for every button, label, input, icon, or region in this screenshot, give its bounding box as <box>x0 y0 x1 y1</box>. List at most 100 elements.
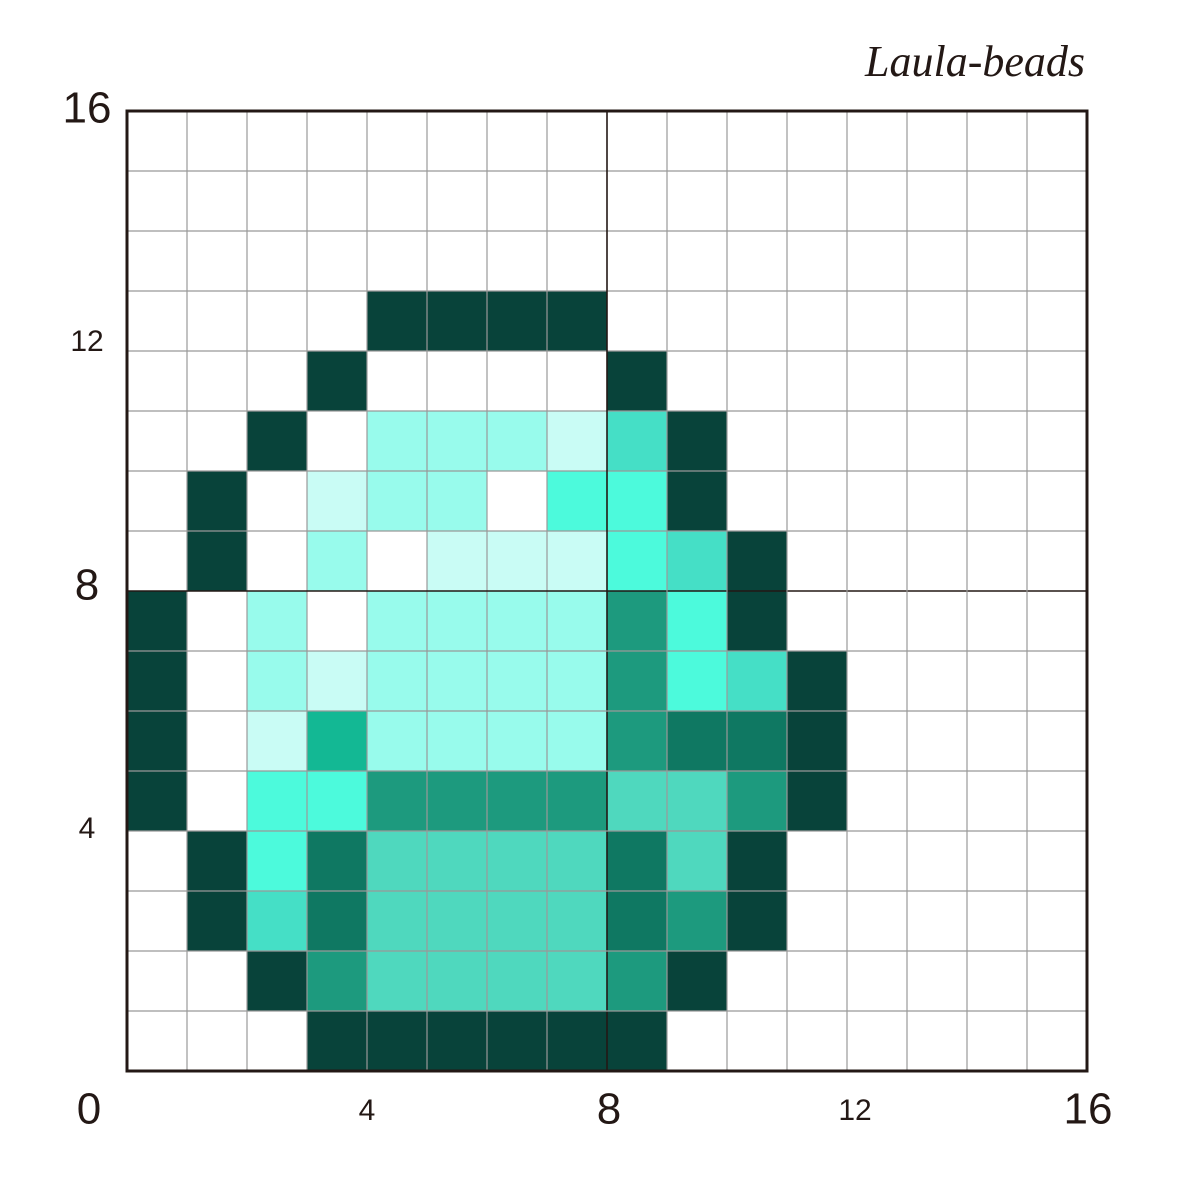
bead-cell <box>787 591 847 651</box>
bead-cell <box>607 831 667 891</box>
bead-cell <box>187 711 247 771</box>
bead-cell <box>967 831 1027 891</box>
bead-cell <box>307 711 367 771</box>
bead-cell <box>187 171 247 231</box>
bead-cell <box>727 111 787 171</box>
bead-cell <box>547 351 607 411</box>
bead-cell <box>127 771 187 831</box>
bead-cell <box>727 471 787 531</box>
bead-cell <box>967 591 1027 651</box>
bead-cell <box>307 111 367 171</box>
bead-cell <box>427 471 487 531</box>
bead-cell <box>427 711 487 771</box>
bead-cell <box>487 891 547 951</box>
bead-cell <box>247 291 307 351</box>
bead-cell <box>367 351 427 411</box>
bead-cell <box>667 231 727 291</box>
x-axis-label: 4 <box>359 1094 376 1127</box>
bead-cell <box>547 411 607 471</box>
bead-cell <box>427 771 487 831</box>
bead-cell <box>487 711 547 771</box>
bead-cell <box>667 711 727 771</box>
bead-cell <box>847 651 907 711</box>
bead-cell <box>907 291 967 351</box>
bead-cell <box>547 111 607 171</box>
bead-cell <box>127 711 187 771</box>
bead-cell <box>787 411 847 471</box>
bead-cell <box>787 111 847 171</box>
bead-cell <box>307 771 367 831</box>
bead-cell <box>1027 471 1087 531</box>
brand: Laula-beads <box>864 37 1085 86</box>
bead-cell <box>127 651 187 711</box>
bead-cell <box>787 651 847 711</box>
bead-cell <box>307 831 367 891</box>
bead-cell <box>967 231 1027 291</box>
bead-cell <box>487 351 547 411</box>
y-axis-label: 12 <box>70 325 103 358</box>
bead-cell <box>967 471 1027 531</box>
bead-cell <box>727 951 787 1011</box>
bead-cell <box>607 951 667 1011</box>
bead-cell <box>307 591 367 651</box>
bead-cell <box>427 231 487 291</box>
bead-cell <box>727 771 787 831</box>
bead-cell <box>367 651 427 711</box>
bead-cell <box>967 171 1027 231</box>
bead-cell <box>127 471 187 531</box>
bead-cell <box>247 351 307 411</box>
bead-cell <box>607 351 667 411</box>
x-axis-label: 12 <box>838 1094 871 1127</box>
bead-cell <box>427 411 487 471</box>
bead-cell <box>307 231 367 291</box>
bead-cell <box>667 531 727 591</box>
bead-cell <box>967 951 1027 1011</box>
bead-cell <box>847 291 907 351</box>
bead-cell <box>1027 711 1087 771</box>
bead-cell <box>427 171 487 231</box>
bead-cell <box>787 1011 847 1071</box>
bead-cell <box>907 411 967 471</box>
bead-cell <box>187 951 247 1011</box>
bead-cell <box>547 531 607 591</box>
bead-cell <box>547 591 607 651</box>
bead-cell <box>667 951 727 1011</box>
bead-cell <box>787 531 847 591</box>
bead-cell <box>427 1011 487 1071</box>
bead-cell <box>487 1011 547 1071</box>
bead-cell <box>1027 411 1087 471</box>
bead-cell <box>307 411 367 471</box>
x-axis-label: 16 <box>1064 1085 1113 1134</box>
bead-cell <box>547 291 607 351</box>
bead-cell <box>307 171 367 231</box>
bead-cell <box>847 471 907 531</box>
bead-cell <box>487 291 547 351</box>
bead-cell <box>307 951 367 1011</box>
bead-cell <box>487 831 547 891</box>
bead-cell <box>667 111 727 171</box>
bead-cell <box>787 771 847 831</box>
bead-cell <box>307 531 367 591</box>
bead-cell <box>187 651 247 711</box>
bead-cell <box>127 531 187 591</box>
bead-cell <box>667 1011 727 1071</box>
bead-cell <box>307 1011 367 1071</box>
bead-cell <box>907 1011 967 1071</box>
bead-cell <box>127 831 187 891</box>
bead-cell <box>127 231 187 291</box>
x-axis-label: 0 <box>77 1085 101 1134</box>
bead-cell <box>847 831 907 891</box>
bead-cell <box>367 831 427 891</box>
bead-cell <box>847 1011 907 1071</box>
bead-cell <box>427 291 487 351</box>
bead-cell <box>187 111 247 171</box>
bead-cell <box>667 771 727 831</box>
bead-cell <box>187 831 247 891</box>
bead-cell <box>787 951 847 1011</box>
bead-cell <box>667 291 727 351</box>
bead-cell <box>127 111 187 171</box>
bead-cell <box>187 411 247 471</box>
bead-cell <box>487 771 547 831</box>
bead-cell <box>127 591 187 651</box>
bead-cell <box>187 471 247 531</box>
